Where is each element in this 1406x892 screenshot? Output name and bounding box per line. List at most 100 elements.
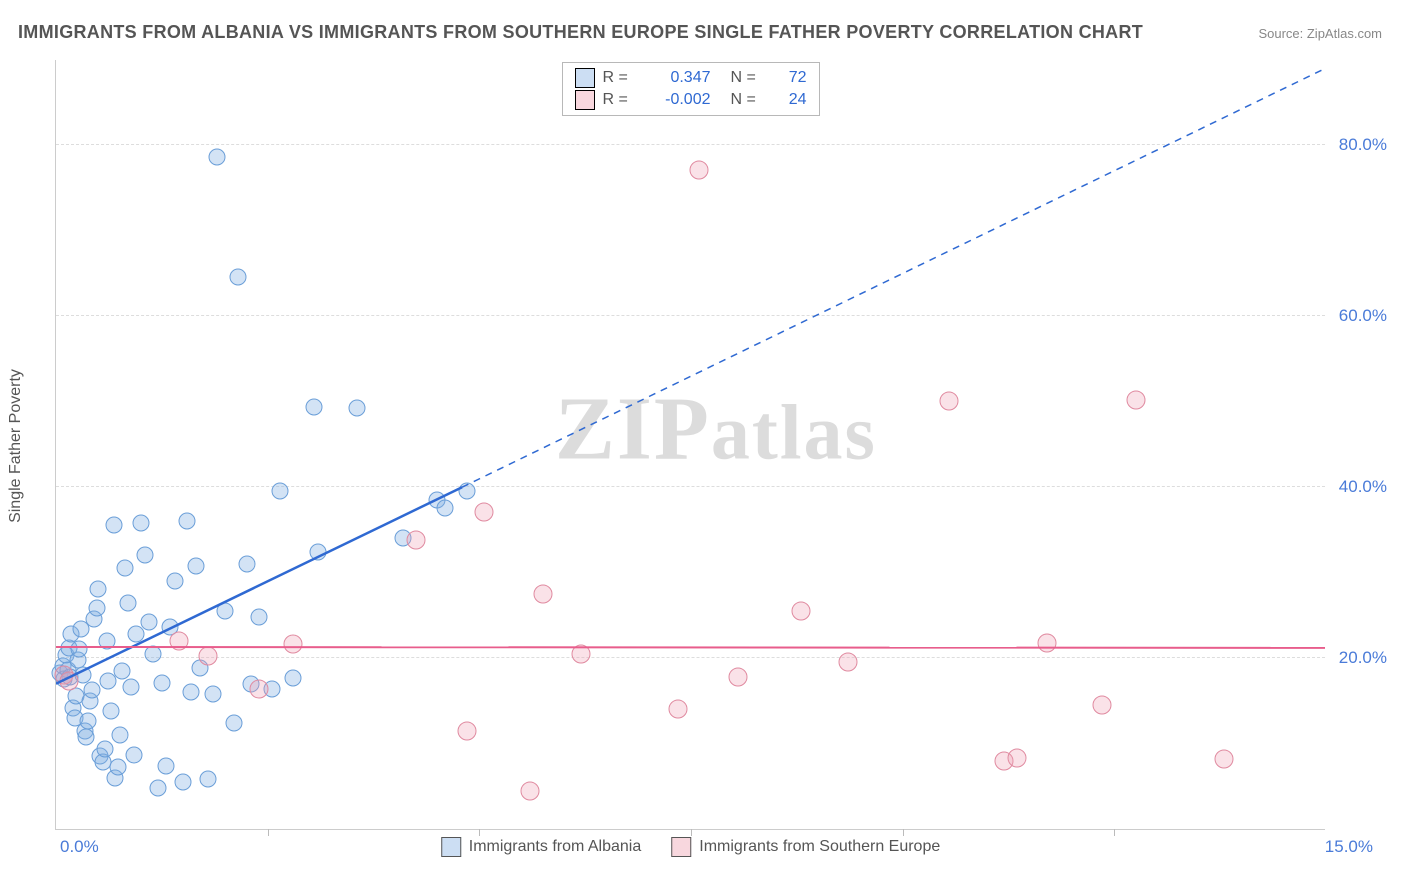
x-tick-label: 0.0% [60, 837, 99, 857]
data-point [208, 149, 225, 166]
x-tick [903, 829, 904, 836]
data-point [83, 682, 100, 699]
data-point [437, 500, 454, 517]
trend-line-dashed [462, 69, 1325, 488]
data-point [251, 608, 268, 625]
y-tick-label: 60.0% [1339, 306, 1387, 326]
data-point [59, 672, 78, 691]
data-point [458, 483, 475, 500]
data-point [690, 161, 709, 180]
data-point [1007, 749, 1026, 768]
x-tick [1114, 829, 1115, 836]
legend-item: Immigrants from Albania [441, 837, 642, 857]
legend-stats-row: R = -0.002 N = 24 [575, 89, 807, 111]
data-point [272, 483, 289, 500]
data-point [406, 530, 425, 549]
data-point [122, 678, 139, 695]
data-point [250, 679, 269, 698]
y-tick-label: 80.0% [1339, 135, 1387, 155]
data-point [98, 632, 115, 649]
legend-n-label: N = [731, 91, 767, 109]
data-point [103, 702, 120, 719]
legend-stats-row: R = 0.347 N = 72 [575, 67, 807, 89]
data-point [111, 726, 128, 743]
data-point [136, 547, 153, 564]
data-point [119, 595, 136, 612]
data-point [348, 400, 365, 417]
data-point [669, 700, 688, 719]
data-point [187, 557, 204, 574]
legend-swatch-blue [575, 68, 595, 88]
trend-line [56, 647, 1325, 648]
x-tick [268, 829, 269, 836]
data-point [153, 674, 170, 691]
data-point [109, 759, 126, 776]
legend-swatch-pink [671, 837, 691, 857]
data-point [1037, 633, 1056, 652]
y-tick-label: 40.0% [1339, 477, 1387, 497]
legend-n2-value: 24 [775, 91, 807, 109]
data-point [306, 399, 323, 416]
data-point [285, 670, 302, 687]
watermark: ZIPatlas [555, 378, 877, 481]
data-point [183, 684, 200, 701]
data-point [80, 713, 97, 730]
data-point [1126, 390, 1145, 409]
data-point [78, 728, 95, 745]
gridline [56, 315, 1325, 316]
legend-item: Immigrants from Southern Europe [671, 837, 940, 857]
data-point [158, 757, 175, 774]
data-point [97, 740, 114, 757]
legend-r-label: R = [603, 69, 639, 87]
data-point [179, 513, 196, 530]
data-point [204, 685, 221, 702]
legend-r2-value: -0.002 [647, 91, 711, 109]
legend-swatch-blue [441, 837, 461, 857]
data-point [230, 269, 247, 286]
data-point [838, 653, 857, 672]
source-label: Source: ZipAtlas.com [1258, 26, 1382, 41]
data-point [90, 581, 107, 598]
y-tick-label: 20.0% [1339, 648, 1387, 668]
data-point [457, 721, 476, 740]
data-point [169, 631, 188, 650]
x-tick [691, 829, 692, 836]
legend-r-label: R = [603, 91, 639, 109]
data-point [141, 613, 158, 630]
gridline [56, 657, 1325, 658]
data-point [728, 667, 747, 686]
legend-r1-value: 0.347 [647, 69, 711, 87]
legend-series: Immigrants from Albania Immigrants from … [441, 837, 941, 857]
data-point [70, 641, 87, 658]
plot-area: ZIPatlas 20.0%40.0%60.0%80.0% R = 0.347 … [55, 60, 1325, 830]
gridline [56, 486, 1325, 487]
data-point [200, 771, 217, 788]
data-point [238, 555, 255, 572]
chart-title: IMMIGRANTS FROM ALBANIA VS IMMIGRANTS FR… [18, 22, 1143, 43]
data-point [132, 514, 149, 531]
x-tick [479, 829, 480, 836]
legend-label: Immigrants from Albania [469, 838, 642, 856]
data-point [117, 560, 134, 577]
legend-label: Immigrants from Southern Europe [699, 838, 940, 856]
data-point [533, 584, 552, 603]
data-point [217, 602, 234, 619]
data-point [1092, 695, 1111, 714]
gridline [56, 144, 1325, 145]
legend-n-label: N = [731, 69, 767, 87]
data-point [199, 647, 218, 666]
data-point [521, 781, 540, 800]
data-point [88, 600, 105, 617]
legend-n1-value: 72 [775, 69, 807, 87]
data-point [792, 601, 811, 620]
data-point [149, 779, 166, 796]
data-point [145, 646, 162, 663]
data-point [125, 747, 142, 764]
data-point [175, 773, 192, 790]
data-point [284, 635, 303, 654]
data-point [940, 392, 959, 411]
data-point [1215, 749, 1234, 768]
data-point [225, 714, 242, 731]
data-point [166, 572, 183, 589]
y-axis-label: Single Father Poverty [7, 369, 25, 523]
